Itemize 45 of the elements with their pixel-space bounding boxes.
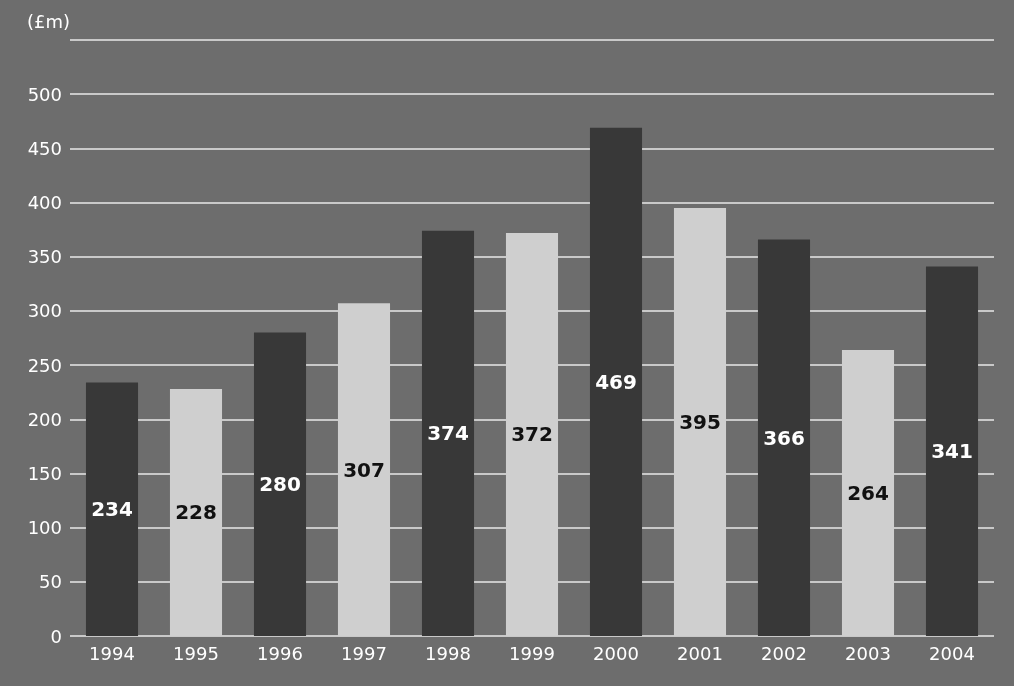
- y-tick-label: 0: [50, 625, 62, 647]
- data-label: 366: [763, 425, 805, 450]
- x-tick-label: 2003: [845, 642, 891, 664]
- x-tick-label: 1995: [173, 642, 219, 664]
- bar: [673, 207, 727, 636]
- x-tick-label: 1994: [89, 642, 135, 664]
- y-tick-label: 500: [27, 83, 62, 105]
- y-tick-label: 300: [27, 300, 62, 322]
- bar: [841, 349, 895, 636]
- bar: [169, 388, 223, 636]
- data-label: 341: [931, 439, 973, 464]
- y-tick-label: 250: [27, 354, 62, 376]
- x-tick-label: 1998: [425, 642, 471, 664]
- bar: [505, 232, 559, 636]
- bar: [337, 303, 391, 636]
- bar: [925, 266, 979, 636]
- y-tick-label: 450: [27, 137, 62, 159]
- data-label: 372: [511, 422, 553, 447]
- data-label: 395: [679, 409, 721, 434]
- data-label: 280: [259, 472, 301, 497]
- data-label: 469: [595, 369, 637, 394]
- x-tick-label: 1997: [341, 642, 387, 664]
- bar: [85, 382, 139, 636]
- bar: [589, 127, 643, 636]
- y-tick-label: 400: [27, 192, 62, 214]
- x-tick-label: 2002: [761, 642, 807, 664]
- bar: [253, 332, 307, 636]
- y-tick-label: 350: [27, 246, 62, 268]
- x-tick-label: 1996: [257, 642, 303, 664]
- x-tick-label: 2004: [929, 642, 975, 664]
- y-axis-title: (£m): [26, 10, 70, 32]
- y-tick-label: 50: [39, 571, 62, 593]
- bar: [421, 230, 475, 636]
- data-label: 307: [343, 457, 385, 482]
- x-tick-label: 2001: [677, 642, 723, 664]
- data-label: 374: [427, 421, 469, 446]
- data-label: 264: [847, 480, 889, 505]
- bar: [757, 239, 811, 636]
- data-label: 234: [91, 497, 133, 522]
- y-tick-label: 100: [27, 517, 62, 539]
- data-label: 228: [175, 500, 217, 525]
- y-tick-label: 150: [27, 462, 62, 484]
- x-tick-label: 2000: [593, 642, 639, 664]
- x-tick-label: 1999: [509, 642, 555, 664]
- y-tick-label: 200: [27, 408, 62, 430]
